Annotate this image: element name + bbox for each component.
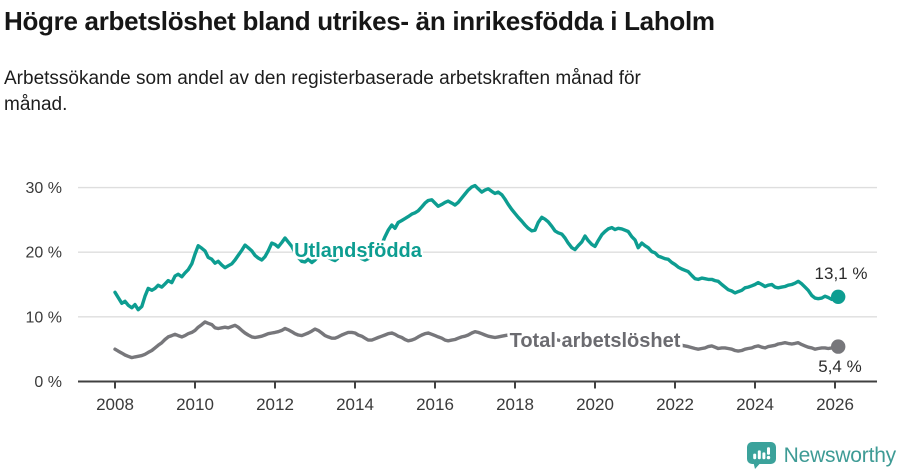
axis-layer: 2008 2010 2012 2014 2016 2018 2020 2022 2024 2026 xyxy=(78,380,877,414)
x-axis-label: 2010 xyxy=(176,395,214,414)
series-end-dot-1 xyxy=(831,339,846,354)
logo-bubble-shape xyxy=(746,442,776,469)
x-axis-label: 2020 xyxy=(576,395,614,414)
newsworthy-logo-text: Newsworthy xyxy=(783,443,897,467)
logo-barchart-glyph xyxy=(752,447,770,460)
annotation-layer: Utlandsfödda Total arbetslöshet 13,1 % 5… xyxy=(292,238,870,379)
y-axis-label: 10 % xyxy=(26,309,62,326)
x-axis-label: 2018 xyxy=(496,395,534,414)
chart-subtitle: Arbetssökande som andel av den registerb… xyxy=(4,68,641,115)
series-label-utlandsfodda: Utlandsfödda xyxy=(294,240,423,262)
series-label-total-arbetsloshet: Total arbetslöshet xyxy=(510,330,681,352)
series-line-1 xyxy=(113,320,840,360)
x-axis-label: 2016 xyxy=(416,395,454,414)
newsworthy-logo-icon xyxy=(746,442,776,469)
line-chart: 0 % 10 % 20 % 30 % 2008 2010 2012 2014 2016 2018… xyxy=(26,180,877,414)
x-axis-label: 2026 xyxy=(816,395,854,414)
series-layer xyxy=(113,183,846,360)
end-value-label-total: 5,4 % xyxy=(818,357,861,376)
end-value-label-utlandsfodda: 13,1 % xyxy=(815,264,868,283)
x-axis-label: 2014 xyxy=(336,395,374,414)
x-axis-label: 2024 xyxy=(736,395,774,414)
x-axis-label: 2012 xyxy=(256,395,294,414)
series-line-0 xyxy=(113,183,840,312)
y-axis-label: 30 % xyxy=(26,180,62,197)
series-end-dot-0 xyxy=(831,289,846,304)
x-axis-label: 2008 xyxy=(96,395,134,414)
newsworthy-logo[interactable]: Newsworthy xyxy=(746,441,896,470)
y-axis-label: 0 % xyxy=(34,374,62,391)
y-axis-label: 20 % xyxy=(26,245,62,262)
chart-title: Högre arbetslöshet bland utrikes- än inr… xyxy=(4,6,715,36)
grid-layer: 0 % 10 % 20 % 30 % xyxy=(26,180,877,391)
x-axis-label: 2022 xyxy=(656,395,694,414)
